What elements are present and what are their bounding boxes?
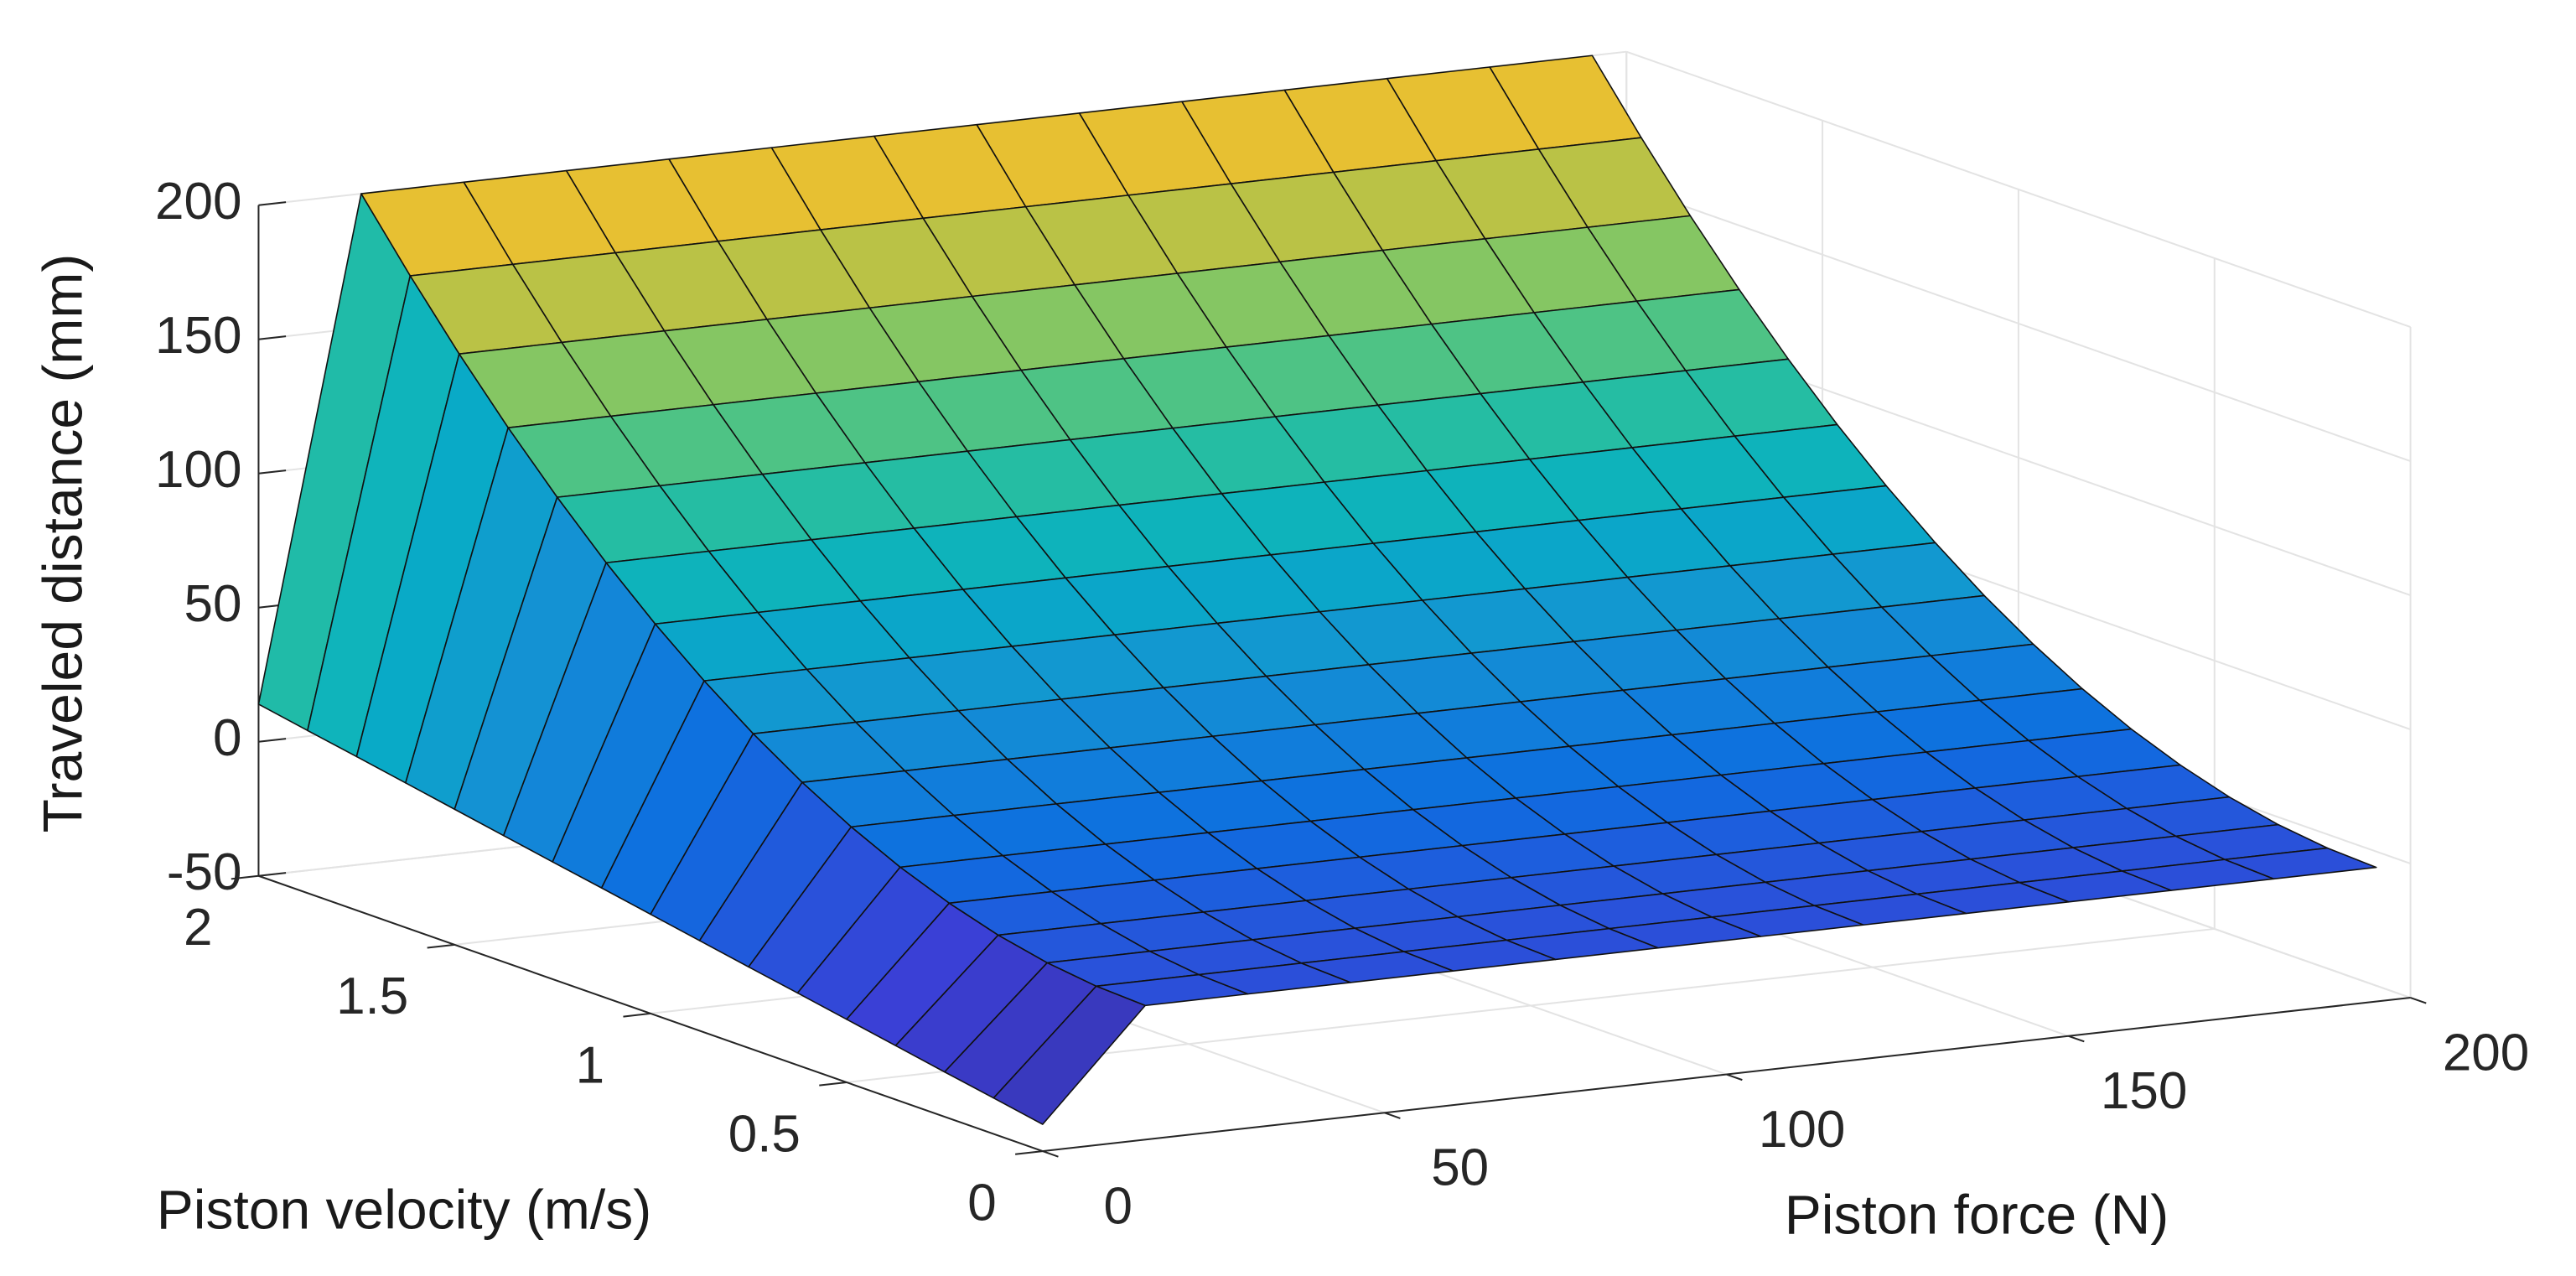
x-tick-label: 50 — [1431, 1139, 1489, 1197]
surface — [257, 54, 2377, 1125]
z-tick — [258, 872, 287, 877]
y-tick — [1015, 1150, 1043, 1155]
y-tick-label: 0 — [967, 1174, 996, 1232]
x-tick-label: 100 — [1759, 1101, 1845, 1159]
y-tick — [231, 874, 259, 880]
z-tick-label: -50 — [167, 843, 242, 901]
z-tick-label: 100 — [155, 441, 241, 499]
z-tick — [258, 469, 287, 475]
y-tick — [623, 1012, 651, 1018]
z-tick-label: 0 — [213, 709, 241, 767]
z-tick — [258, 201, 287, 206]
y-tick-label: 1 — [576, 1036, 604, 1094]
x-tick-label: 0 — [1104, 1177, 1133, 1235]
grid-line — [1625, 184, 2411, 462]
x-tick — [1042, 1150, 1059, 1158]
z-tick — [258, 738, 287, 743]
y-tick-label: 2 — [184, 899, 212, 957]
y-axis-title: Piston velocity (m/s) — [157, 1178, 651, 1240]
surface-cell — [993, 985, 1146, 1125]
z-tick-label: 50 — [184, 575, 241, 633]
grid-line — [1625, 50, 2411, 328]
z-axis-title: Traveled distance (mm) — [31, 254, 93, 833]
x-axis-title: Piston force (N) — [1785, 1183, 2169, 1245]
labels: 0 50 100 150 200 0 0.5 1 1.5 2-50 0 50 100 150 200 Pist… — [31, 173, 2529, 1245]
y-tick — [819, 1081, 847, 1087]
y-tick-label: 0.5 — [728, 1105, 801, 1163]
z-tick-label: 150 — [155, 307, 241, 365]
y-tick — [427, 943, 455, 949]
x-tick — [2068, 1035, 2085, 1043]
x-tick-label: 150 — [2101, 1062, 2187, 1120]
x-tick — [1726, 1073, 1743, 1081]
y-tick-label: 1.5 — [336, 967, 408, 1025]
x-tick-label: 200 — [2443, 1024, 2529, 1081]
z-tick-label: 200 — [155, 173, 241, 231]
z-tick — [258, 335, 287, 340]
x-tick — [2410, 997, 2427, 1004]
x-tick — [1384, 1112, 1401, 1119]
